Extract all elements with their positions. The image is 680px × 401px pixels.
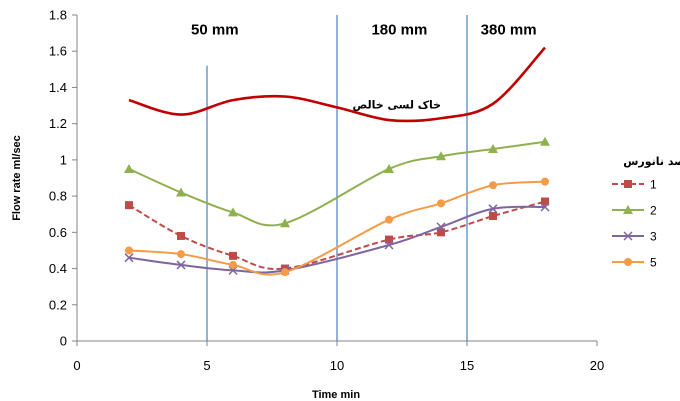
data-point bbox=[489, 212, 497, 221]
y-tick-label: 0 bbox=[60, 334, 67, 349]
data-point bbox=[177, 250, 185, 259]
data-point bbox=[176, 260, 186, 270]
series-line bbox=[128, 180, 546, 276]
legend-label: 5 bbox=[650, 256, 657, 270]
data-point bbox=[540, 202, 550, 212]
data-point bbox=[124, 253, 134, 263]
data-point bbox=[436, 151, 446, 161]
legend-item: 5 bbox=[612, 256, 657, 270]
data-point bbox=[489, 181, 497, 190]
data-point bbox=[437, 199, 445, 208]
x-tick-label: 20 bbox=[590, 358, 604, 373]
series-nanoclay-2 bbox=[124, 136, 550, 228]
y-tick-label: 0.8 bbox=[49, 189, 67, 204]
y-tick-label: 1.8 bbox=[49, 8, 67, 23]
data-point bbox=[437, 228, 445, 237]
legend: درصد نانورس 1 2 3 5 bbox=[612, 155, 680, 270]
x-tick-label: 15 bbox=[460, 358, 474, 373]
x-marker-stroke bbox=[124, 253, 134, 263]
data-point bbox=[488, 144, 498, 154]
distance-divider-lines bbox=[206, 15, 468, 341]
distance-label: 180 mm bbox=[371, 21, 427, 38]
legend-marker bbox=[624, 180, 632, 188]
data-point bbox=[540, 136, 550, 146]
data-point bbox=[488, 204, 498, 214]
pure-soil-label: خاک لسی خالص bbox=[352, 99, 441, 112]
data-point bbox=[125, 246, 133, 255]
series-line bbox=[128, 140, 546, 227]
legend-title: درصد نانورس bbox=[623, 155, 680, 168]
legend-label: 1 bbox=[650, 178, 657, 192]
data-point bbox=[280, 218, 290, 228]
x-marker-stroke bbox=[623, 231, 633, 241]
series-line bbox=[128, 200, 546, 271]
y-tick-label: 1.2 bbox=[49, 116, 67, 131]
legend-item: 2 bbox=[612, 204, 657, 218]
distance-label: 380 mm bbox=[481, 21, 537, 38]
data-point bbox=[281, 268, 289, 277]
x-tick-label: 0 bbox=[73, 358, 80, 373]
series-nanoclay-5 bbox=[125, 177, 549, 277]
legend-marker bbox=[624, 258, 632, 266]
y-tick-label: 1.4 bbox=[49, 80, 67, 95]
data-series bbox=[124, 46, 550, 277]
data-point bbox=[177, 231, 185, 240]
y-tick-label: 1.6 bbox=[49, 44, 67, 59]
data-point bbox=[384, 163, 394, 173]
x-marker-stroke bbox=[384, 240, 394, 250]
axes: 0 0.2 0.4 0.6 0.8 1 1.2 1.4 1.6 1.8 0 5 10 15 20 Time m… bbox=[11, 8, 604, 401]
x-axis-title: Time min bbox=[312, 389, 360, 401]
data-point bbox=[385, 235, 393, 244]
data-point bbox=[125, 201, 133, 210]
x-marker-stroke bbox=[540, 202, 550, 212]
x-marker-stroke bbox=[436, 222, 446, 232]
data-point bbox=[229, 260, 237, 269]
legend-label: 2 bbox=[650, 204, 657, 218]
data-point bbox=[229, 251, 237, 260]
legend-marker bbox=[623, 231, 633, 241]
x-marker-stroke bbox=[176, 260, 186, 270]
legend-item: 1 bbox=[612, 178, 657, 192]
legend-marker bbox=[623, 205, 633, 214]
data-point bbox=[541, 197, 549, 206]
data-point bbox=[384, 240, 394, 250]
data-point bbox=[176, 187, 186, 197]
data-point bbox=[385, 215, 393, 224]
series-line bbox=[128, 46, 546, 123]
distance-annotations: 50 mm 180 mm 380 mm خاک لسی خالص bbox=[191, 21, 537, 111]
y-tick-label: 0.6 bbox=[49, 225, 67, 240]
distance-label: 50 mm bbox=[191, 21, 239, 38]
y-tick-label: 0.2 bbox=[49, 297, 67, 312]
data-point bbox=[124, 163, 134, 173]
series-pure-soil bbox=[128, 46, 546, 123]
series-line bbox=[128, 205, 546, 274]
x-tick-label: 5 bbox=[203, 358, 210, 373]
x-tick-label: 10 bbox=[330, 358, 344, 373]
legend-item: 3 bbox=[612, 230, 657, 244]
y-axis-title: Flow rate ml/sec bbox=[11, 135, 23, 221]
legend-label: 3 bbox=[650, 230, 657, 244]
data-point bbox=[541, 177, 549, 186]
data-point bbox=[228, 207, 238, 217]
data-point bbox=[436, 222, 446, 232]
y-tick-label: 1 bbox=[60, 152, 67, 167]
x-marker-stroke bbox=[488, 204, 498, 214]
y-tick-label: 0.4 bbox=[49, 261, 67, 276]
